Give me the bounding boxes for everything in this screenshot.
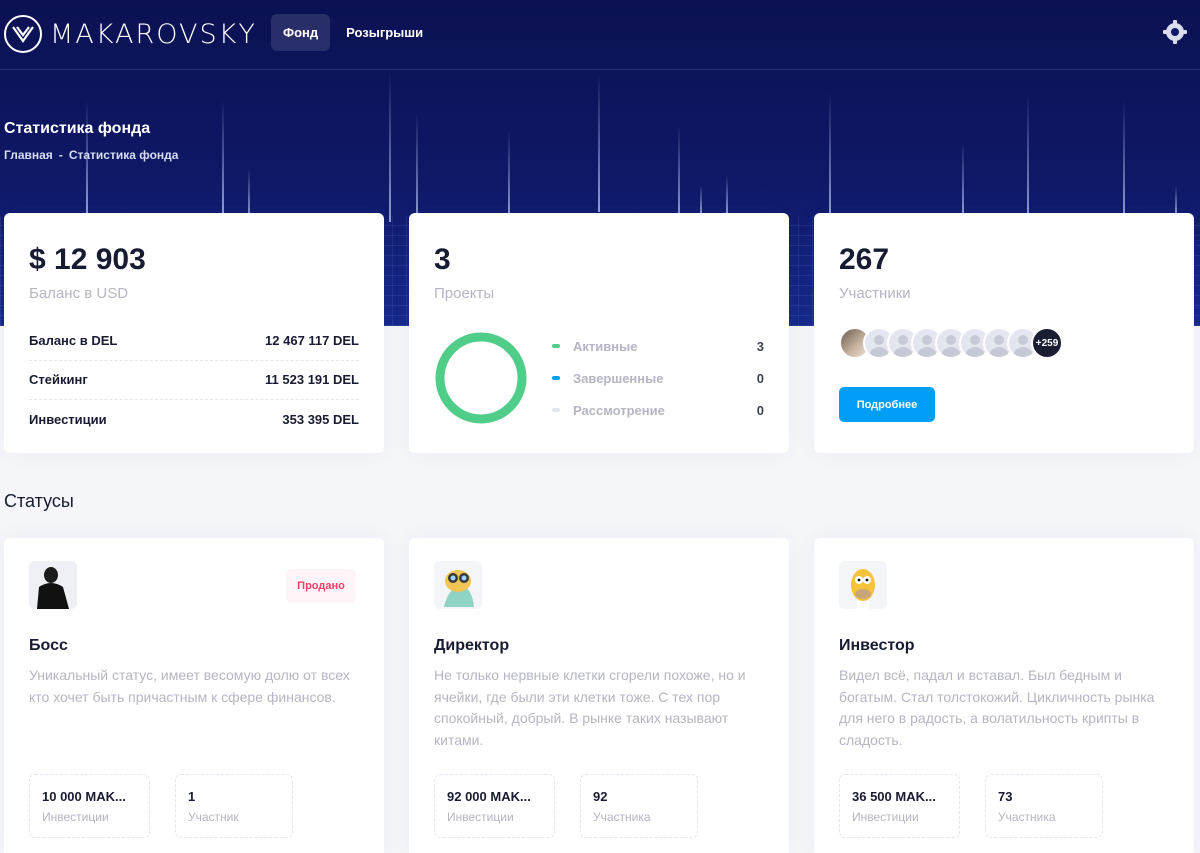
stat-members: 1 Участник bbox=[175, 774, 293, 838]
investments-row: Инвестиции 353 395 DEL bbox=[29, 399, 359, 439]
balance-row-label: Баланс в DEL bbox=[29, 333, 118, 348]
stat-investments-value: 36 500 MAK... bbox=[852, 789, 936, 804]
hero-light-line bbox=[1027, 95, 1029, 220]
stat-investments-value: 92 000 MAK... bbox=[447, 789, 531, 804]
staking-row-value: 11 523 191 DEL bbox=[265, 372, 359, 387]
balance-usd-label: Баланс в USD bbox=[29, 285, 129, 302]
legend-value: 0 bbox=[756, 370, 764, 386]
staking-row-label: Стейкинг bbox=[29, 372, 88, 387]
projects-donut-chart bbox=[434, 331, 528, 425]
stat-members: 73 Участника bbox=[985, 774, 1103, 838]
logo-mark-icon bbox=[4, 15, 42, 53]
status-description: Не только нервные клетки сгорели похоже,… bbox=[434, 667, 746, 748]
legend-value: 0 bbox=[756, 402, 764, 418]
stat-members-value: 92 bbox=[593, 789, 608, 804]
legend-dot-review bbox=[552, 408, 560, 412]
hero-light-line bbox=[700, 185, 702, 215]
investments-row-value: 353 395 DEL bbox=[282, 411, 359, 427]
legend-completed: Завершенные 0 bbox=[552, 368, 764, 388]
avatar-more-badge[interactable]: +259 bbox=[1031, 327, 1063, 359]
stat-members-label: Участника bbox=[593, 810, 651, 824]
hero-light-line bbox=[962, 142, 964, 217]
balance-card: $ 12 903 Баланс в USD Баланс в DEL 12 46… bbox=[4, 213, 384, 453]
projects-count: 3 bbox=[434, 243, 451, 276]
stat-investments: 10 000 MAK... Инвестиции bbox=[29, 774, 150, 838]
breadcrumb-separator: - bbox=[58, 148, 63, 162]
stat-members-value: 1 bbox=[188, 789, 196, 804]
donut-ring-active bbox=[435, 332, 527, 424]
legend-label: Рассмотрение bbox=[573, 402, 665, 418]
hero-light-line bbox=[416, 112, 418, 222]
status-avatar-director bbox=[434, 561, 482, 609]
brand-logo[interactable]: MAKAROVSKY bbox=[4, 14, 257, 54]
hero-light-line bbox=[86, 100, 88, 215]
legend-review: Рассмотрение 0 bbox=[552, 400, 764, 420]
stat-members-label: Участника bbox=[998, 810, 1056, 824]
balance-row: Баланс в DEL 12 467 117 DEL bbox=[29, 321, 359, 361]
staking-row: Стейкинг 11 523 191 DEL bbox=[29, 360, 359, 400]
page-title: Статистика фонда bbox=[4, 120, 151, 137]
status-avatar-investor bbox=[839, 561, 887, 609]
hero-light-line bbox=[222, 100, 224, 215]
section-title-statuses: Статусы bbox=[4, 491, 74, 511]
hero-light-line bbox=[1123, 100, 1125, 220]
legend-value: 3 bbox=[756, 338, 764, 354]
top-navbar: MAKAROVSKY Фонд Розыгрыши bbox=[0, 0, 1200, 70]
legend-active: Активные 3 bbox=[552, 336, 764, 356]
hero-light-line bbox=[508, 130, 510, 220]
stat-investments-value: 10 000 MAK... bbox=[42, 789, 126, 804]
status-description: Видел всё, падал и вставал. Был бедным и… bbox=[839, 667, 1155, 748]
projects-card: 3 Проекты Активные 3 Завершенные 0 Рассм… bbox=[409, 213, 789, 453]
status-avatar-boss bbox=[29, 561, 77, 609]
gear-icon[interactable] bbox=[1162, 19, 1188, 45]
stat-members-value: 73 bbox=[998, 789, 1013, 804]
stat-investments-label: Инвестиции bbox=[42, 810, 109, 824]
main-nav: Фонд Розыгрыши bbox=[271, 14, 435, 51]
stat-members: 92 Участника bbox=[580, 774, 698, 838]
status-name: Босс bbox=[29, 637, 68, 654]
investments-row-label: Инвестиции bbox=[29, 411, 107, 427]
nav-item-fund[interactable]: Фонд bbox=[271, 14, 331, 51]
details-button[interactable]: Подробнее bbox=[839, 387, 935, 422]
hero-light-line bbox=[598, 72, 600, 212]
hero-light-line bbox=[1175, 185, 1177, 215]
nav-item-giveaways[interactable]: Розыгрыши bbox=[346, 25, 424, 40]
breadcrumb-home[interactable]: Главная bbox=[4, 148, 53, 162]
hero-light-line bbox=[726, 175, 728, 215]
status-name: Директор bbox=[434, 637, 510, 654]
stat-investments: 92 000 MAK... Инвестиции bbox=[434, 774, 555, 838]
hero-light-line bbox=[829, 92, 831, 217]
breadcrumb: Главная - Статистика фонда bbox=[4, 148, 178, 162]
legend-label: Завершенные bbox=[573, 370, 664, 386]
breadcrumb-current: Статистика фонда bbox=[68, 148, 179, 162]
legend-dot-completed bbox=[552, 376, 560, 380]
avatar-group: +259 bbox=[839, 327, 1063, 359]
status-description: Уникальный статус, имеет весомую долю от… bbox=[29, 667, 350, 705]
brand-name: MAKAROVSKY bbox=[50, 18, 257, 50]
members-card: 267 Участники +259 Подробнее bbox=[814, 213, 1194, 453]
status-card-director[interactable]: Директор Не только нервные клетки сгорел… bbox=[409, 538, 789, 853]
hero-light-line bbox=[248, 168, 250, 218]
stat-investments-label: Инвестиции bbox=[447, 810, 514, 824]
status-card-investor[interactable]: Инвестор Видел всё, падал и вставал. Был… bbox=[814, 538, 1194, 853]
projects-label: Проекты bbox=[434, 285, 495, 302]
hero-light-line bbox=[389, 72, 391, 222]
stat-members-label: Участник bbox=[188, 810, 239, 824]
legend-label: Активные bbox=[573, 338, 638, 354]
stat-investments: 36 500 MAK... Инвестиции bbox=[839, 774, 960, 838]
stat-investments-label: Инвестиции bbox=[852, 810, 919, 824]
hero-light-line bbox=[678, 125, 680, 220]
status-name: Инвестор bbox=[839, 637, 915, 654]
members-count: 267 bbox=[839, 243, 890, 276]
balance-row-value: 12 467 117 DEL bbox=[265, 333, 359, 348]
sold-badge: Продано bbox=[286, 569, 356, 603]
status-card-boss[interactable]: Продано Босс Уникальный статус, имеет ве… bbox=[4, 538, 384, 853]
legend-dot-active bbox=[552, 344, 560, 348]
members-label: Участники bbox=[839, 285, 911, 302]
balance-usd-value: $ 12 903 bbox=[29, 243, 146, 276]
